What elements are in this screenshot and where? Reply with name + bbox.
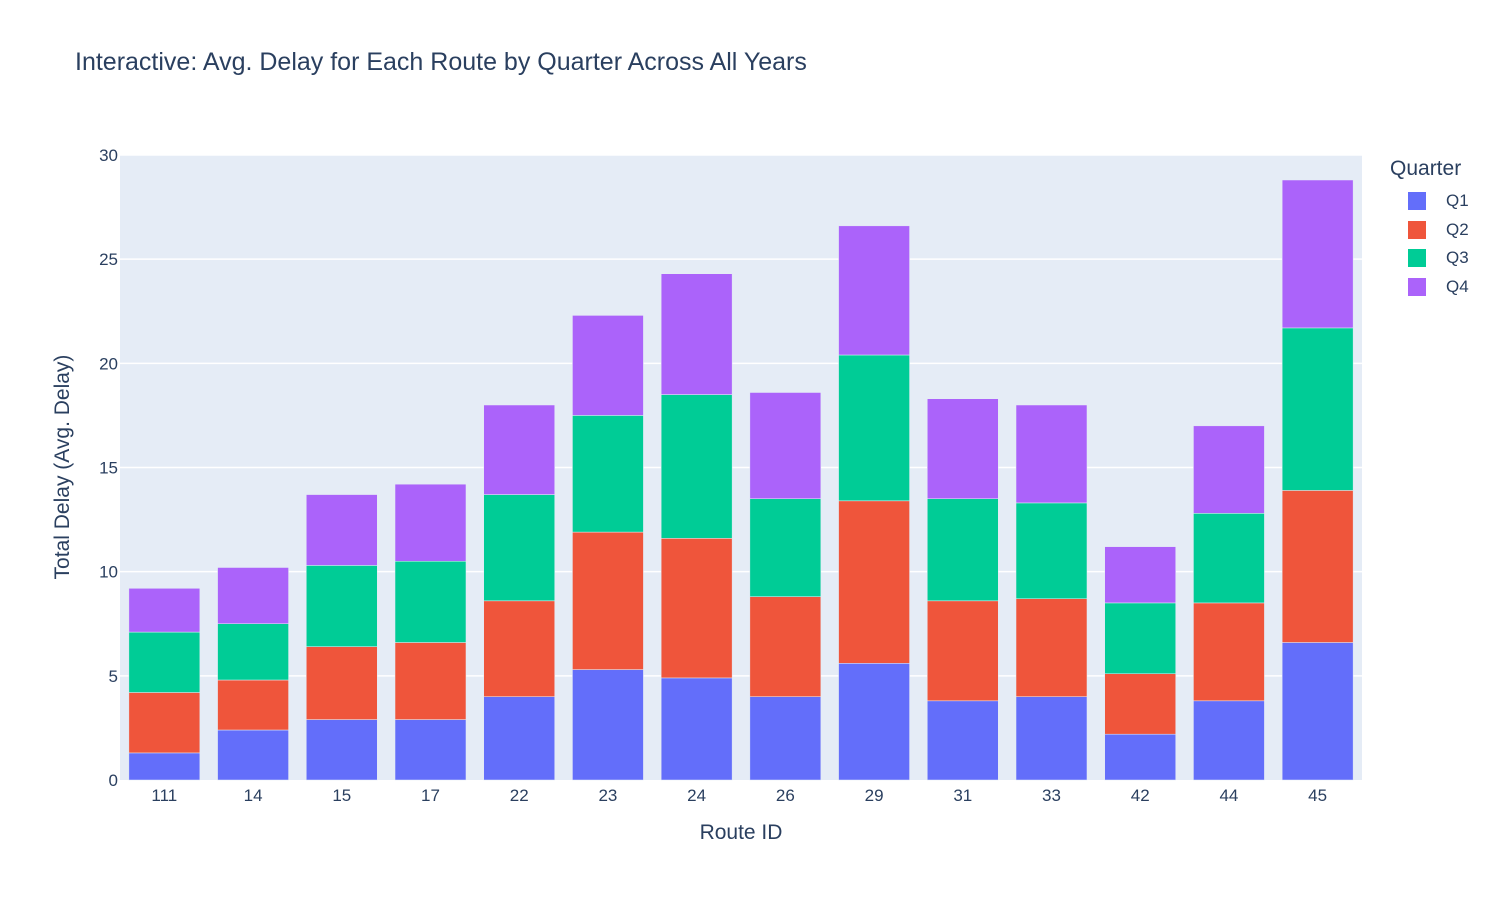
x-tick-label: 17 [421,786,440,805]
bar-q4-route-22[interactable] [483,404,555,495]
bar-q3-route-42[interactable] [1104,602,1176,675]
bar-q4-route-23[interactable] [572,315,644,416]
bar-q4-route-14[interactable] [217,567,289,624]
bar-q1-route-24[interactable] [660,677,733,781]
bar-q1-route-14[interactable] [217,729,289,781]
x-axis-title: Route ID [700,821,783,844]
legend-swatch [1408,192,1426,211]
x-tick-label: 24 [687,786,706,805]
bar-q3-route-26[interactable] [749,498,822,597]
bar-q2-route-17[interactable] [394,642,467,720]
bar-q2-route-24[interactable] [660,538,733,679]
bar-q4-route-31[interactable] [927,398,999,499]
bar-q2-route-111[interactable] [128,692,201,754]
legend-label: Q2 [1446,219,1469,239]
legend-item-q1[interactable]: Q1 [1390,187,1469,216]
bar-q4-route-15[interactable] [306,494,378,566]
bar-q2-route-15[interactable] [306,646,378,720]
legend-title: Quarter [1390,157,1462,180]
y-tick-label: 0 [109,771,118,790]
bar-q3-route-22[interactable] [483,494,555,602]
bar-q4-route-111[interactable] [128,588,201,633]
bar-q3-route-29[interactable] [838,354,910,502]
bar-q4-route-26[interactable] [749,392,822,499]
bar-q2-route-26[interactable] [749,596,822,697]
x-tick-label: 42 [1131,786,1150,805]
bar-q2-route-33[interactable] [1015,598,1088,697]
y-axis-ticks: 0 5 10 15 20 25 30 [99,146,118,790]
x-tick-label: 111 [151,786,177,805]
x-tick-label: 26 [776,786,795,805]
bar-q4-route-24[interactable] [660,273,733,395]
y-tick-label: 25 [99,250,118,269]
x-tick-label: 22 [510,786,529,805]
x-tick-label: 31 [953,786,972,805]
legend-label: Q4 [1446,276,1469,296]
bar-q1-route-22[interactable] [483,696,555,781]
y-tick-label: 15 [99,459,118,478]
bar-q1-route-111[interactable] [128,752,201,781]
bar-q3-route-15[interactable] [306,565,378,647]
bar-q3-route-24[interactable] [660,394,733,539]
y-tick-label: 20 [99,354,118,373]
bar-q1-route-26[interactable] [749,696,822,781]
bar-q2-route-31[interactable] [927,600,999,702]
y-tick-label: 30 [99,146,118,165]
bar-q3-route-33[interactable] [1015,502,1088,599]
legend-swatch [1408,277,1426,296]
legend-item-q2[interactable]: Q2 [1390,216,1469,245]
bar-q2-route-45[interactable] [1281,490,1354,643]
legend-label: Q3 [1446,248,1469,268]
x-tick-label: 14 [244,786,263,805]
y-axis-title: Total Delay (Avg. Delay) [51,355,74,580]
bar-q4-route-45[interactable] [1281,179,1354,329]
bar-q3-route-45[interactable] [1281,327,1354,491]
bar-q2-route-42[interactable] [1104,673,1176,735]
y-tick-label: 10 [99,563,118,582]
bar-stacks [128,179,1354,781]
bar-q1-route-33[interactable] [1015,696,1088,781]
bar-q4-route-42[interactable] [1104,546,1176,604]
bar-q1-route-29[interactable] [838,663,910,781]
legend-swatch [1408,220,1426,239]
bar-q3-route-23[interactable] [572,415,644,533]
bar-q2-route-44[interactable] [1193,602,1265,702]
bar-q1-route-23[interactable] [572,669,644,781]
bar-q1-route-45[interactable] [1281,642,1354,781]
legend-label: Q1 [1446,191,1469,211]
legend-item-q3[interactable]: Q3 [1390,244,1469,273]
bar-q2-route-29[interactable] [838,500,910,664]
bar-q3-route-14[interactable] [217,623,289,681]
chart-title: Interactive: Avg. Delay for Each Route b… [75,48,807,76]
bar-q3-route-31[interactable] [927,498,999,602]
x-tick-label: 33 [1042,786,1061,805]
bar-q2-route-14[interactable] [217,679,289,731]
x-tick-label: 29 [865,786,884,805]
bar-q3-route-111[interactable] [128,631,201,693]
x-tick-label: 45 [1308,786,1327,805]
bar-q3-route-44[interactable] [1193,513,1265,604]
bar-q1-route-15[interactable] [306,719,378,781]
bar-q4-route-29[interactable] [838,225,910,356]
x-tick-label: 23 [598,786,617,805]
bar-q4-route-44[interactable] [1193,425,1265,514]
legend-items: Q1 Q2 Q3 Q4 [1390,187,1469,301]
bar-q1-route-44[interactable] [1193,700,1265,781]
bar-q1-route-31[interactable] [927,700,999,781]
bar-q4-route-33[interactable] [1015,404,1088,504]
bar-q3-route-17[interactable] [394,561,467,643]
legend-item-q4[interactable]: Q4 [1390,273,1469,302]
bar-q2-route-23[interactable] [572,531,644,670]
bar-q1-route-42[interactable] [1104,733,1176,781]
x-axis-ticks: 111 14 15 17 22 23 24 26 29 31 33 42 44 45 [151,786,1327,805]
bar-q4-route-17[interactable] [394,483,467,562]
bar-q2-route-22[interactable] [483,600,555,697]
legend: Quarter Q1 Q2 Q3 Q4 [1390,157,1469,301]
bar-q1-route-17[interactable] [394,719,467,781]
x-tick-label: 44 [1219,786,1238,805]
x-tick-label: 15 [332,786,351,805]
y-tick-label: 5 [109,667,118,686]
legend-swatch [1408,249,1426,268]
